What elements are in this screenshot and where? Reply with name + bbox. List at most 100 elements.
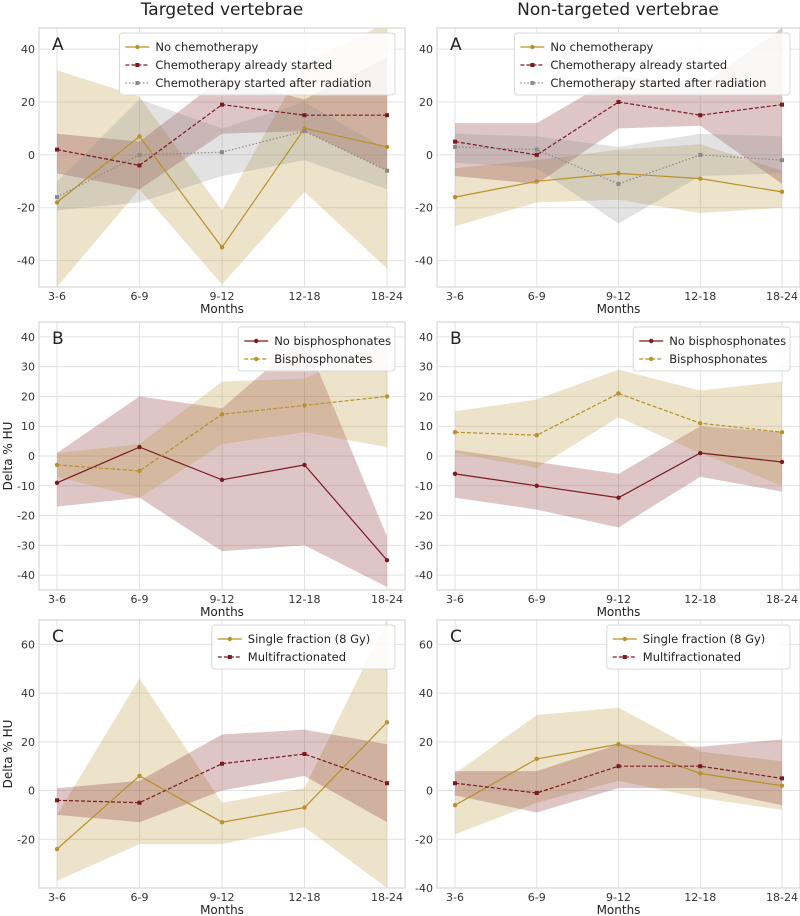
legend-label: Chemotherapy started after radiation bbox=[550, 76, 766, 90]
y-tick-label: 20 bbox=[419, 736, 433, 749]
legend-label: No chemotherapy bbox=[155, 40, 258, 54]
data-point bbox=[780, 102, 784, 107]
legend-swatch-marker bbox=[530, 63, 535, 67]
legend-swatch-marker bbox=[649, 338, 654, 344]
x-tick-label: 9-12 bbox=[606, 290, 631, 303]
legend: Single fraction (8 Gy) Multifractionated bbox=[606, 624, 791, 670]
legend-label: Chemotherapy already started bbox=[155, 58, 332, 72]
data-point bbox=[779, 429, 785, 435]
x-tick-label: 6-9 bbox=[131, 593, 149, 606]
confidence-band bbox=[455, 707, 782, 835]
x-tick-label: 18-24 bbox=[371, 891, 403, 904]
legend-box bbox=[606, 624, 791, 670]
legend-label: Bisphosphonates bbox=[274, 352, 372, 366]
data-point bbox=[384, 558, 390, 563]
data-point bbox=[534, 483, 539, 488]
legend-label: Multifractionated bbox=[643, 650, 741, 664]
x-axis-label: Months bbox=[200, 302, 244, 316]
legend-swatch-marker bbox=[254, 338, 259, 344]
x-axis-label: Months bbox=[200, 605, 244, 619]
data-point bbox=[137, 163, 142, 168]
y-tick-label: -30 bbox=[17, 539, 35, 552]
panel-b-targeted: -40 -30 -20 -10 0 10 20 30 40 3-6 6-9 9-12 12-18 18-2… bbox=[1, 321, 406, 619]
data-point bbox=[616, 495, 621, 500]
legend-swatch-marker bbox=[530, 81, 535, 85]
y-tick-label: 40 bbox=[419, 687, 433, 700]
data-point bbox=[302, 403, 307, 408]
x-tick-label: 18-24 bbox=[766, 593, 798, 606]
y-tick-label: -40 bbox=[17, 569, 35, 582]
data-point bbox=[616, 742, 621, 747]
y-tick-label: 40 bbox=[21, 331, 35, 344]
data-point bbox=[137, 773, 142, 779]
legend-box bbox=[237, 326, 396, 372]
panel-letter: C bbox=[52, 627, 64, 647]
data-point bbox=[452, 471, 458, 477]
data-point bbox=[302, 129, 307, 134]
data-point bbox=[137, 134, 142, 139]
legend: No chemotherapy Chemotherapy already star… bbox=[513, 32, 791, 96]
legend-box bbox=[211, 624, 396, 670]
data-point bbox=[534, 790, 539, 795]
plot-area bbox=[452, 707, 785, 835]
column-title-non-targeted: Non-targeted vertebrae bbox=[517, 0, 719, 20]
data-point bbox=[302, 805, 307, 810]
y-tick-label: 0 bbox=[28, 785, 35, 798]
x-tick-label: 12-18 bbox=[289, 891, 321, 904]
legend-swatch-marker bbox=[227, 636, 232, 642]
legend: No bisphosphonates Bisphosphonates bbox=[632, 326, 791, 372]
legend-label: No bisphosphonates bbox=[274, 334, 391, 348]
x-tick-label: 3-6 bbox=[48, 290, 66, 303]
y-tick-label: -20 bbox=[415, 202, 433, 215]
x-tick-label: 6-9 bbox=[131, 891, 149, 904]
legend-swatch-marker bbox=[227, 655, 232, 659]
x-axis-label: Months bbox=[597, 903, 641, 916]
x-tick-label: 9-12 bbox=[210, 290, 235, 303]
y-tick-label: -20 bbox=[17, 202, 35, 215]
legend-label: No bisphosphonates bbox=[669, 334, 786, 348]
data-point bbox=[219, 245, 225, 250]
data-point bbox=[385, 781, 389, 786]
confidence-band bbox=[57, 342, 387, 498]
x-tick-label: 6-9 bbox=[131, 290, 149, 303]
data-point bbox=[453, 139, 457, 144]
legend-box bbox=[513, 32, 791, 96]
panel-a-non-targeted: -40 -20 0 20 40 3-6 6-9 9-12 12-18 18-24 A Months No… bbox=[415, 27, 800, 316]
data-point bbox=[54, 846, 60, 852]
data-point bbox=[55, 147, 59, 152]
data-point bbox=[779, 459, 785, 465]
y-tick-label: 20 bbox=[21, 96, 35, 109]
series-line bbox=[56, 753, 388, 804]
y-tick-label: 20 bbox=[419, 96, 433, 109]
legend-swatch-marker bbox=[530, 44, 535, 50]
x-tick-label: 3-6 bbox=[446, 290, 464, 303]
legend-label: Multifractionated bbox=[248, 650, 346, 664]
data-point bbox=[534, 152, 539, 157]
x-tick-label: 6-9 bbox=[528, 891, 546, 904]
data-point bbox=[698, 771, 703, 776]
data-point bbox=[137, 468, 142, 474]
legend-label: Chemotherapy started after radiation bbox=[155, 76, 371, 90]
y-tick-label: 0 bbox=[426, 785, 433, 798]
confidence-band bbox=[455, 369, 782, 486]
y-tick-label: 10 bbox=[419, 420, 433, 433]
legend: No chemotherapy Chemotherapy already star… bbox=[118, 32, 396, 96]
panel-frame bbox=[436, 321, 800, 591]
panel-letter: A bbox=[52, 35, 64, 55]
y-tick-label: -20 bbox=[415, 833, 433, 846]
column-title-targeted: Targeted vertebrae bbox=[140, 0, 304, 20]
x-tick-label: 12-18 bbox=[289, 290, 321, 303]
data-point bbox=[698, 176, 703, 181]
data-point bbox=[780, 158, 784, 163]
legend-box bbox=[632, 326, 791, 372]
y-axis-label: Delta % HU bbox=[1, 720, 15, 789]
y-tick-label: -10 bbox=[415, 480, 433, 493]
data-point bbox=[302, 113, 307, 118]
data-point bbox=[385, 168, 389, 173]
panel-frame bbox=[38, 27, 406, 288]
panel-b-non-targeted: -40 -30 -20 -10 0 10 20 30 40 3-6 6-9 9-12 12-18 18-2… bbox=[415, 321, 800, 619]
data-point bbox=[698, 113, 703, 118]
data-point bbox=[453, 781, 457, 786]
panel-frame bbox=[38, 619, 406, 889]
